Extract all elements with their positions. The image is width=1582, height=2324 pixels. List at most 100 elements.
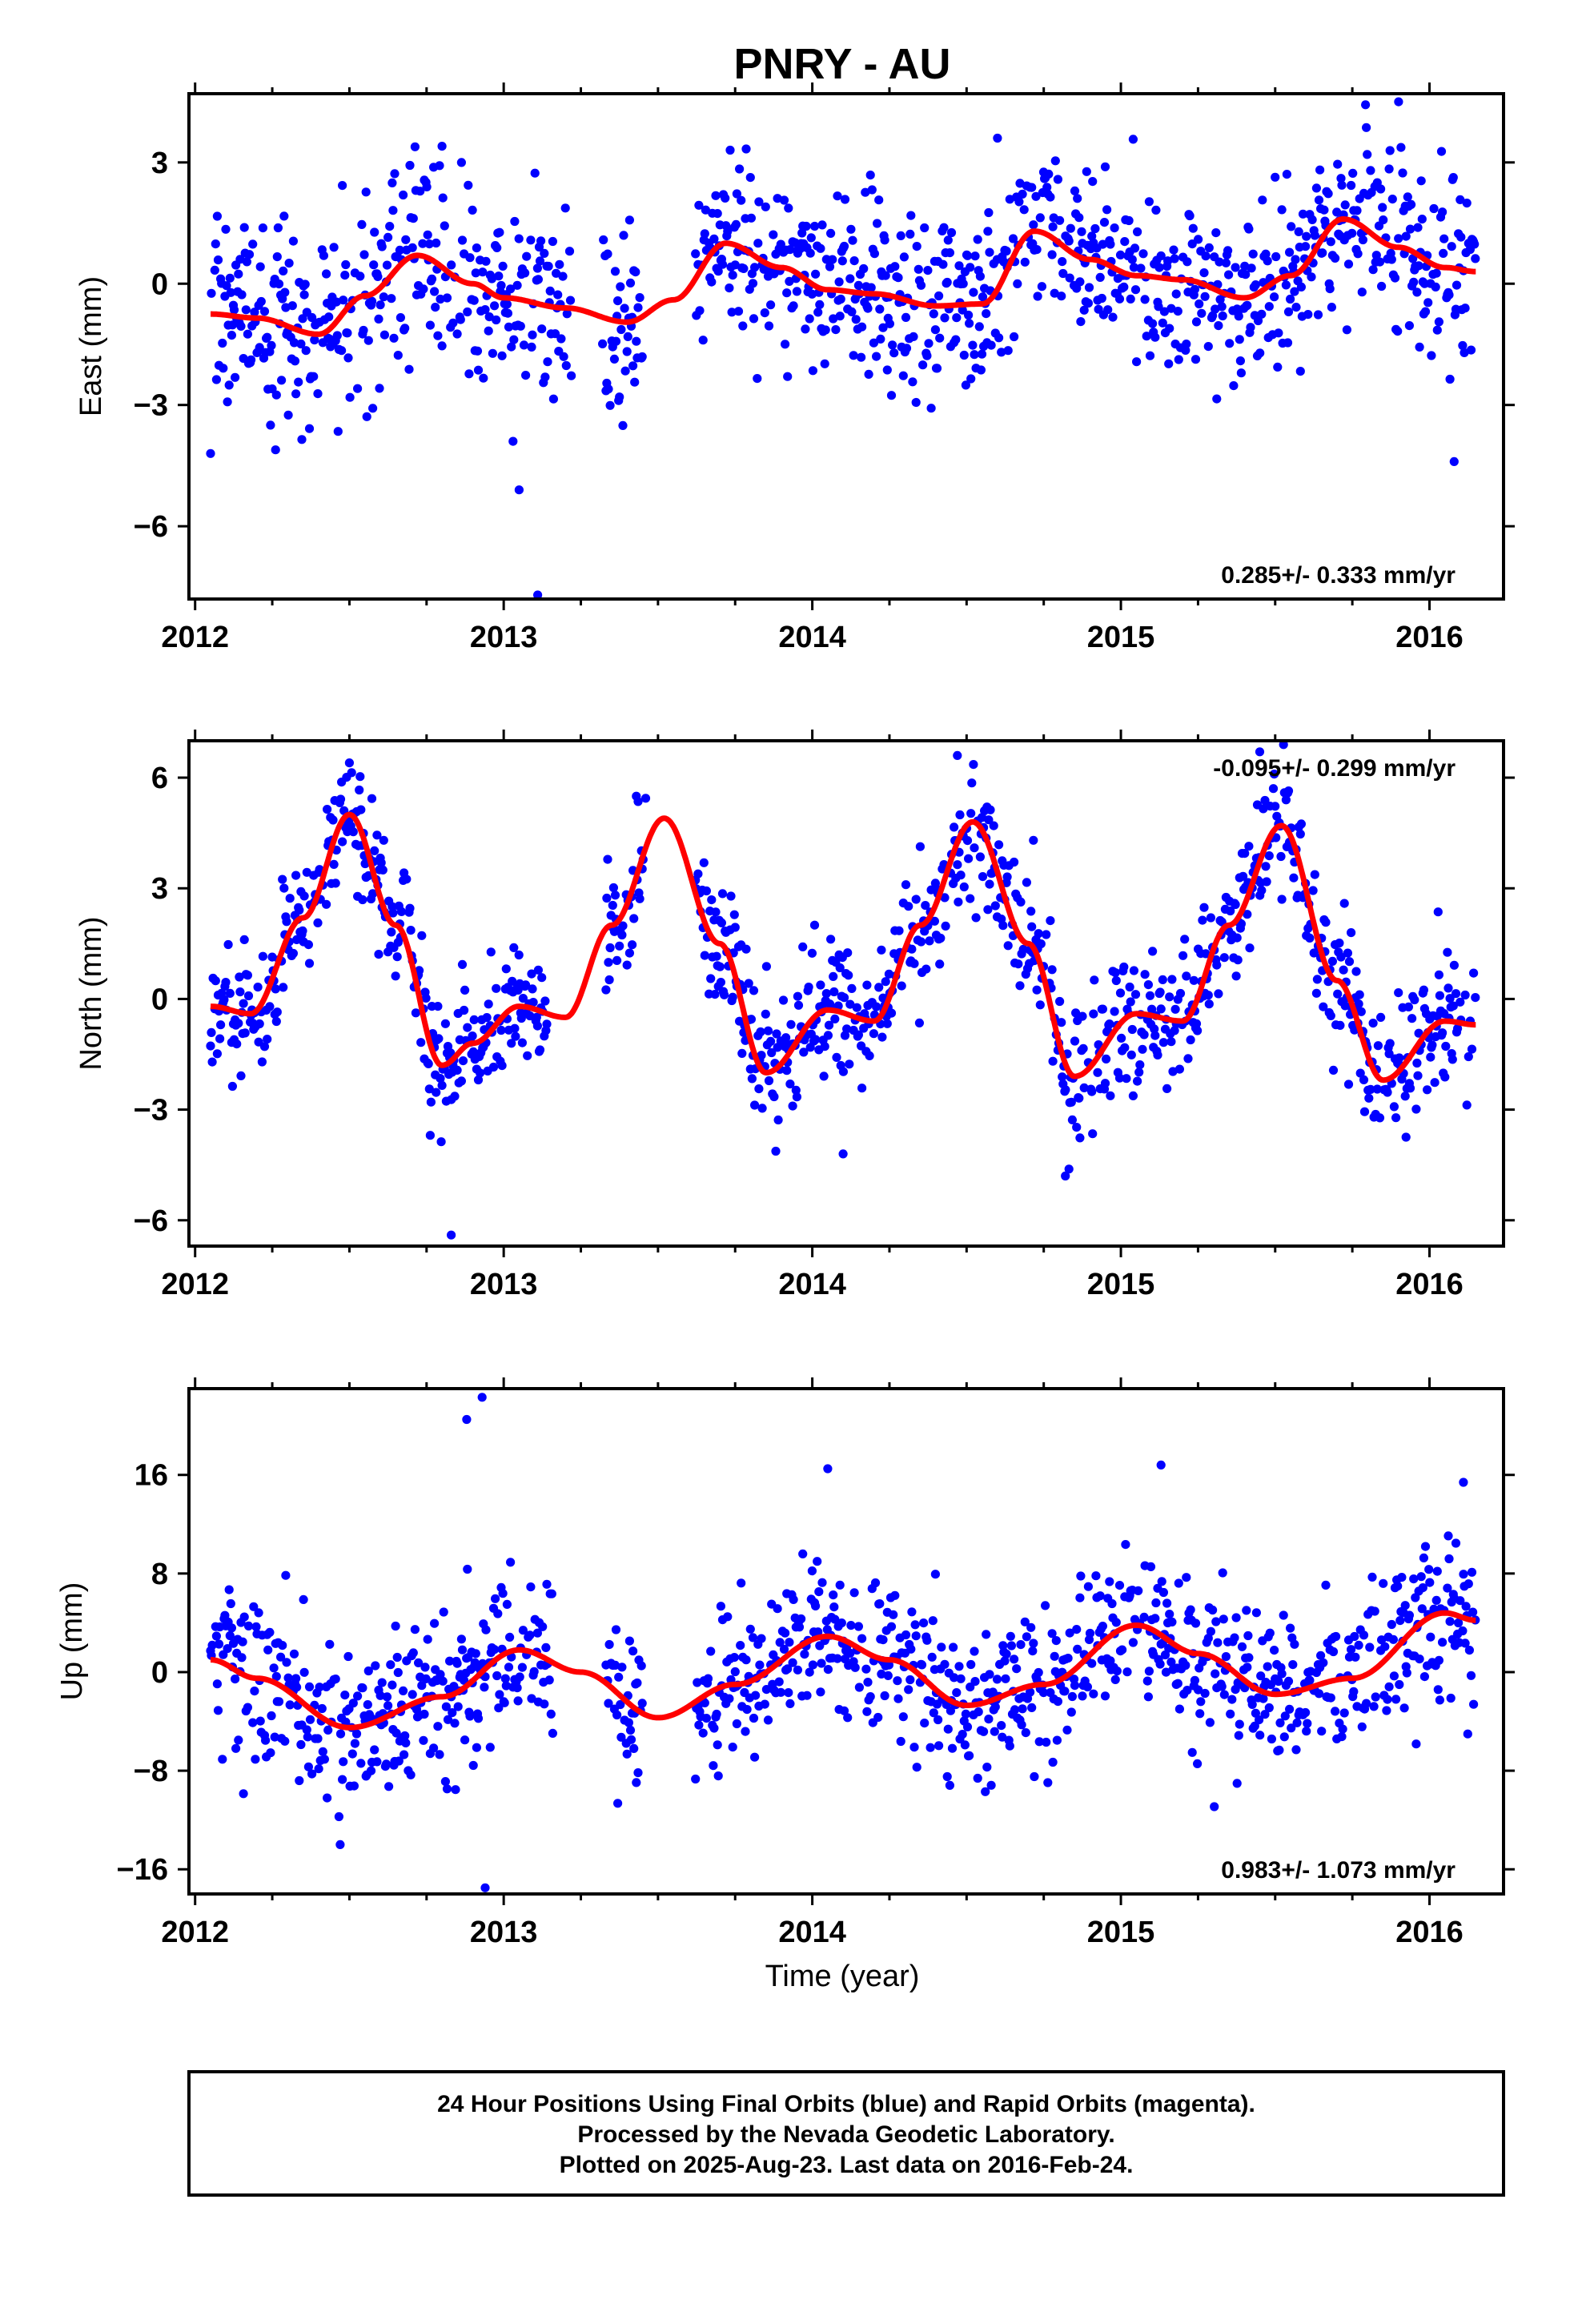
- data-point: [726, 891, 736, 901]
- data-point: [435, 161, 444, 171]
- data-point: [456, 158, 467, 167]
- data-point: [1150, 1031, 1160, 1040]
- data-point: [1251, 1708, 1260, 1718]
- data-point: [954, 261, 964, 271]
- data-point: [1348, 168, 1358, 178]
- data-point: [785, 1080, 795, 1089]
- data-point: [405, 903, 415, 913]
- data-point: [1433, 1685, 1443, 1695]
- data-point: [388, 206, 398, 215]
- data-point: [896, 1736, 905, 1747]
- data-point: [737, 195, 746, 205]
- data-point: [532, 1628, 543, 1638]
- data-point: [1331, 1631, 1341, 1642]
- data-point: [723, 227, 733, 236]
- data-point: [1095, 1591, 1105, 1601]
- outlier-point: [1061, 1171, 1070, 1181]
- data-point: [793, 991, 803, 1001]
- data-point: [779, 1644, 789, 1654]
- data-point: [994, 333, 1004, 343]
- data-point: [1047, 1629, 1057, 1638]
- data-point: [794, 1622, 805, 1632]
- data-point: [1224, 270, 1234, 279]
- data-point: [1343, 259, 1354, 269]
- data-point: [886, 391, 897, 400]
- data-point: [325, 1639, 335, 1649]
- data-point: [983, 905, 993, 915]
- data-point: [847, 983, 857, 993]
- data-point: [1301, 242, 1311, 251]
- data-point: [367, 794, 377, 803]
- data-point: [291, 1674, 301, 1683]
- data-point: [907, 944, 917, 954]
- data-point: [387, 178, 397, 187]
- data-point: [1373, 1041, 1383, 1051]
- data-point: [924, 339, 934, 348]
- data-point: [1311, 183, 1321, 193]
- x-tick-label: 2015: [1087, 1268, 1155, 1301]
- data-point: [438, 1676, 448, 1686]
- data-point: [259, 307, 270, 316]
- data-point: [535, 256, 545, 266]
- data-point: [1203, 991, 1213, 1000]
- data-point: [1201, 251, 1211, 261]
- data-point: [1349, 1687, 1359, 1696]
- data-point: [300, 279, 310, 289]
- data-point: [498, 261, 508, 271]
- data-point: [219, 995, 229, 1004]
- data-point: [350, 1739, 359, 1748]
- x-tick-label: 2012: [161, 621, 229, 654]
- data-point: [1296, 282, 1306, 292]
- data-point: [820, 1042, 829, 1051]
- data-point: [1243, 910, 1252, 919]
- data-point: [1270, 1646, 1279, 1655]
- data-point: [1147, 1004, 1157, 1014]
- data-point: [1415, 342, 1424, 352]
- data-point: [1071, 1008, 1081, 1018]
- data-point: [553, 290, 563, 300]
- data-point: [527, 342, 536, 352]
- data-point: [1264, 1703, 1274, 1713]
- y-tick-label: −3: [134, 389, 168, 423]
- data-point: [970, 251, 980, 261]
- data-point: [1112, 1667, 1122, 1676]
- data-point: [1399, 1703, 1409, 1713]
- data-point: [291, 389, 301, 399]
- data-point: [836, 294, 845, 304]
- data-point: [1265, 1628, 1275, 1638]
- data-point: [299, 1667, 309, 1677]
- data-point: [304, 424, 315, 433]
- data-point: [771, 1146, 781, 1156]
- data-point: [207, 1057, 217, 1067]
- data-point: [1026, 907, 1036, 916]
- data-point: [1328, 1065, 1339, 1075]
- data-point: [440, 221, 449, 231]
- data-point: [833, 1654, 842, 1663]
- data-point: [471, 268, 480, 278]
- data-point: [1159, 307, 1169, 316]
- data-point: [1244, 1653, 1254, 1663]
- data-point: [918, 360, 928, 370]
- data-point: [842, 1024, 852, 1034]
- data-point: [1111, 975, 1121, 986]
- data-point: [1420, 307, 1431, 316]
- data-point: [1453, 1023, 1463, 1033]
- data-point: [628, 1647, 638, 1656]
- data-point: [811, 1601, 821, 1610]
- data-point: [751, 1691, 761, 1700]
- data-point: [1166, 1037, 1176, 1047]
- data-point: [974, 322, 984, 332]
- data-point: [1088, 1129, 1098, 1139]
- data-point: [424, 1059, 433, 1068]
- data-point: [1286, 294, 1295, 304]
- data-point: [883, 1671, 893, 1680]
- data-point: [1351, 1652, 1360, 1662]
- data-point: [1088, 177, 1098, 187]
- data-point: [1327, 956, 1337, 966]
- data-point: [512, 280, 522, 290]
- data-point: [473, 1075, 484, 1085]
- data-point: [259, 1042, 270, 1051]
- data-point: [236, 321, 246, 331]
- data-point: [1327, 303, 1336, 312]
